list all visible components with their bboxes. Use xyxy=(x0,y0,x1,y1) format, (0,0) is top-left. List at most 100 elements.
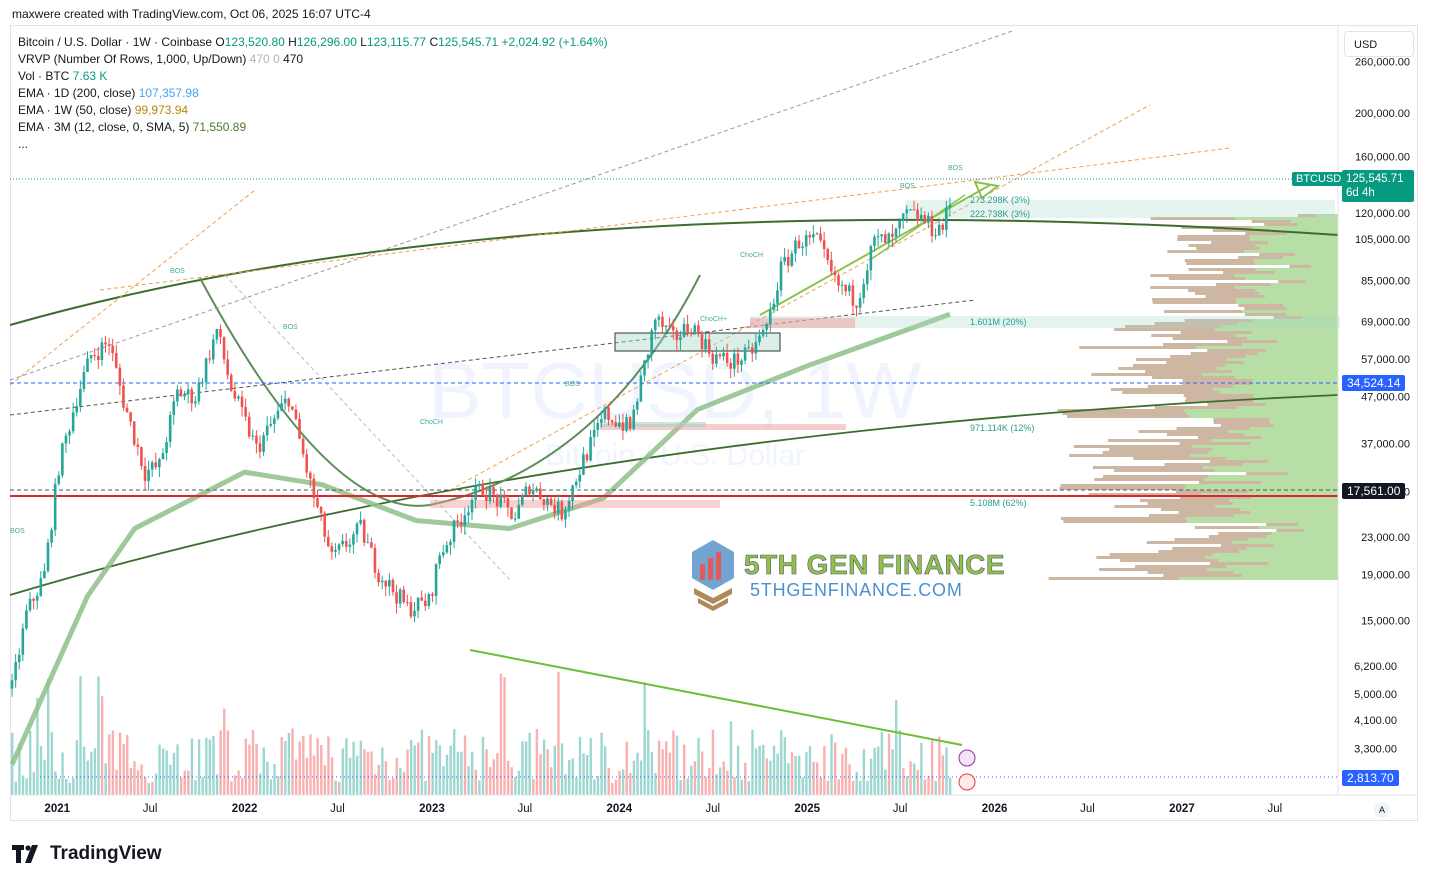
candle-body xyxy=(776,290,779,304)
candle-body xyxy=(560,501,564,520)
profile-bar-down xyxy=(1114,505,1216,508)
autoscale-button[interactable]: A xyxy=(1374,802,1390,818)
candle-body xyxy=(840,284,844,286)
profile-bar-up xyxy=(1267,460,1338,463)
candle-body xyxy=(524,486,528,496)
volume-bar xyxy=(751,729,754,795)
volume-bar xyxy=(895,700,898,795)
profile-bar-up xyxy=(1178,577,1338,580)
currency-button[interactable]: USD xyxy=(1344,31,1414,57)
legend-ema2-row[interactable]: EMA · 1W (50, close) 99,973.94 xyxy=(18,102,608,119)
volume-bar xyxy=(683,744,686,795)
volume-bar xyxy=(230,781,233,795)
legend-symbol-row[interactable]: Bitcoin / U.S. Dollar · 1W · Coinbase O1… xyxy=(18,34,608,51)
volume-bar xyxy=(772,745,776,795)
candle-body xyxy=(176,389,179,402)
profile-bar-down xyxy=(1199,481,1262,484)
profile-bar-up xyxy=(1297,223,1338,226)
volume-bar xyxy=(338,781,341,795)
candle-body xyxy=(919,214,923,221)
legend-vol-row[interactable]: Vol · BTC 7.63 K xyxy=(18,68,608,85)
volume-bar xyxy=(388,780,391,795)
tradingview-logo[interactable]: TradingView xyxy=(12,843,162,865)
candle-body xyxy=(603,407,607,420)
candle-body xyxy=(707,339,711,354)
profile-bar-up xyxy=(1251,331,1338,334)
volume-bar xyxy=(86,760,89,795)
profile-bar-down xyxy=(1167,250,1245,253)
candle-body xyxy=(549,498,553,505)
volume-bar xyxy=(499,673,503,795)
profile-bar-up xyxy=(1286,307,1338,310)
volume-bar xyxy=(923,779,927,795)
profile-bar-up xyxy=(1203,466,1338,469)
candle-body xyxy=(467,512,470,516)
profile-bar-down xyxy=(1245,232,1288,235)
volume-bar xyxy=(611,782,614,795)
candle-body xyxy=(506,498,510,508)
volume-bar xyxy=(276,776,280,795)
price-tick-label: 200,000.00 xyxy=(1355,108,1410,120)
profile-bar-up xyxy=(1226,358,1338,361)
volume-bar xyxy=(223,708,226,795)
volume-bar xyxy=(438,745,442,795)
volume-bar xyxy=(945,747,948,795)
profile-bar-up xyxy=(1234,274,1338,277)
price-tick-label: 260,000.00 xyxy=(1355,56,1410,68)
volume-bar xyxy=(258,773,262,795)
profile-bar-down xyxy=(1179,442,1251,445)
candle-body xyxy=(858,298,862,308)
profile-bar-up xyxy=(1249,427,1338,430)
volume-bar xyxy=(524,741,528,795)
profile-bar-up xyxy=(1186,412,1338,415)
profile-bar-up xyxy=(1286,313,1338,316)
volume-bar xyxy=(514,776,517,795)
volume-bar xyxy=(805,752,808,795)
candle-body xyxy=(240,396,244,408)
volume-bar xyxy=(589,737,592,795)
volume-bar xyxy=(801,777,804,795)
profile-bar-down xyxy=(1172,337,1248,340)
volume-bar xyxy=(93,748,97,795)
profile-bar-up xyxy=(1206,568,1338,571)
volume-bar xyxy=(435,740,438,795)
profile-bar-up xyxy=(1254,262,1338,265)
legend-ema3-row[interactable]: EMA · 3M (12, close, 0, SMA, 5) 71,550.8… xyxy=(18,119,608,136)
volume-bar xyxy=(126,735,129,795)
volume-bar xyxy=(82,746,86,795)
last-price-badge: 125,545.71 6d 4h xyxy=(1342,170,1414,202)
zone-green-wide xyxy=(750,316,1340,328)
profile-bar-down xyxy=(1273,316,1303,319)
profile-bar-down xyxy=(1186,262,1255,265)
profile-bar-down xyxy=(1175,490,1249,493)
volume-bar xyxy=(862,749,866,795)
legend-ema1-row[interactable]: EMA · 1D (200, close) 107,357.98 xyxy=(18,85,608,102)
candle-body xyxy=(761,329,765,336)
candle-body xyxy=(283,398,287,404)
legend-vrvp-row[interactable]: VRVP (Number Of Rows, 1,000, Up/Down) 47… xyxy=(18,51,608,68)
candle-body xyxy=(208,358,211,360)
candle-body xyxy=(420,597,423,601)
profile-bar-down xyxy=(1209,562,1268,565)
high-value: 126,296.00 xyxy=(296,35,357,49)
candle-body xyxy=(697,325,700,335)
structure-label: ChoCH+ xyxy=(700,316,727,323)
volume-bar xyxy=(553,745,557,795)
volume-bar xyxy=(833,742,837,795)
volume-bar xyxy=(100,696,104,795)
candle-body xyxy=(682,323,686,337)
profile-bar-up xyxy=(1239,550,1338,553)
candle-body xyxy=(941,224,945,230)
chart-frame[interactable] xyxy=(10,25,1418,821)
candle-body xyxy=(32,598,35,601)
profile-bar-up xyxy=(1266,403,1338,406)
candle-body xyxy=(912,209,916,211)
candle-body xyxy=(485,495,488,502)
profile-bar-down xyxy=(1180,496,1252,499)
profile-bar-up xyxy=(1225,457,1338,460)
profile-bar-up xyxy=(1270,283,1338,286)
legend-more-button[interactable]: ... xyxy=(18,137,29,151)
profile-bar-down xyxy=(1289,265,1312,268)
volume-bar xyxy=(61,752,64,795)
